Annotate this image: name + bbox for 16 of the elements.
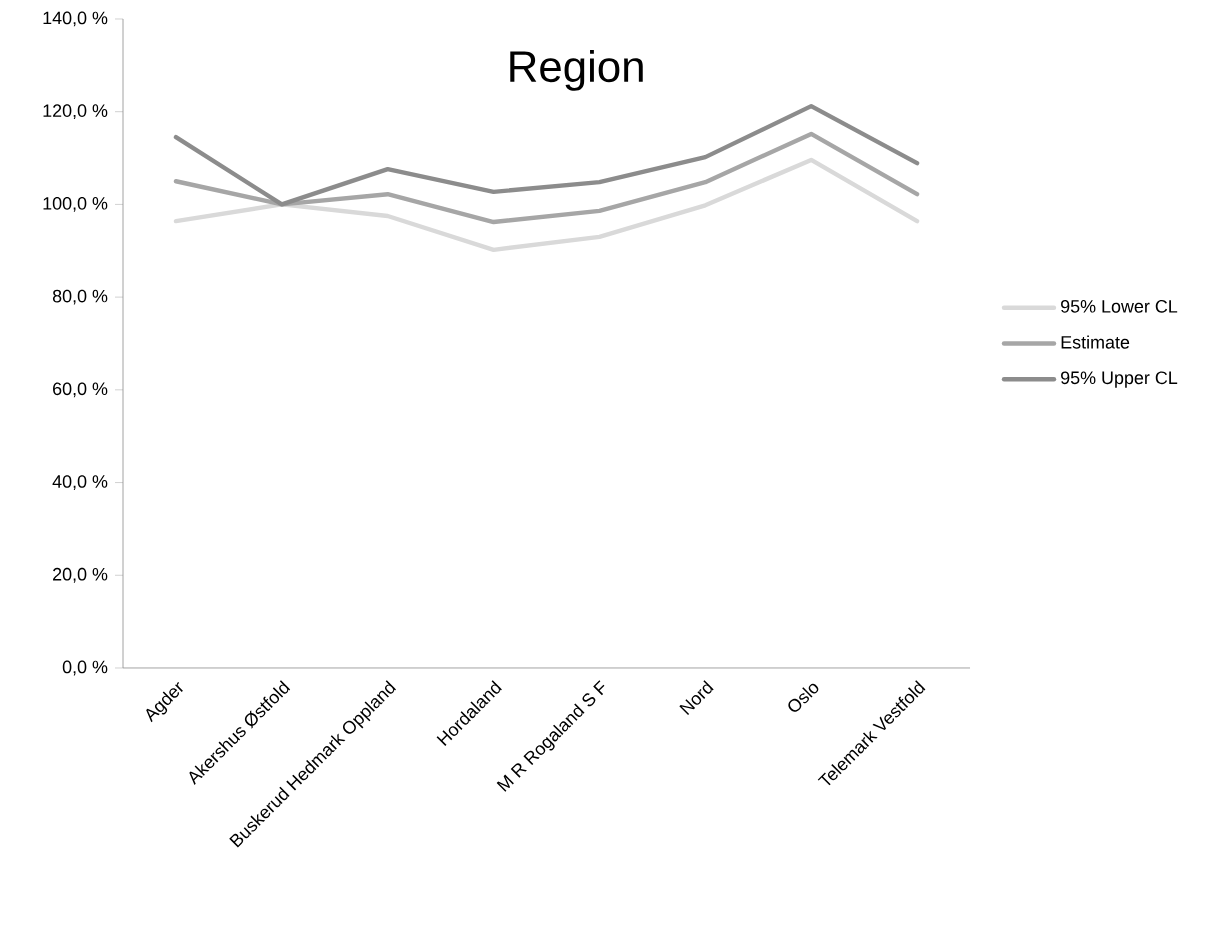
text: Region xyxy=(510,49,643,91)
y-tick-label: 20,0 % xyxy=(53,567,108,583)
y-tick-label: 140,0 % xyxy=(43,11,108,27)
line-series xyxy=(173,131,920,225)
y-tick-label: 100,0 % xyxy=(43,196,108,212)
y-tick-label: 0,0 % xyxy=(62,660,108,676)
legend-label: 95% Lower CL xyxy=(1061,300,1178,313)
y-tick-label: 120,0 % xyxy=(43,104,108,120)
y-tick-label: 40,0 % xyxy=(52,475,108,490)
legend-label: 95% Upper CL xyxy=(1061,371,1178,388)
line-series xyxy=(173,103,920,207)
legend-label: Estimate xyxy=(1061,335,1130,349)
y-tick-label: 60,0 % xyxy=(53,382,108,398)
x-tick-label: Oslo xyxy=(788,683,819,712)
line-series xyxy=(173,157,920,253)
y-tick-label: 80,0 % xyxy=(52,289,108,305)
